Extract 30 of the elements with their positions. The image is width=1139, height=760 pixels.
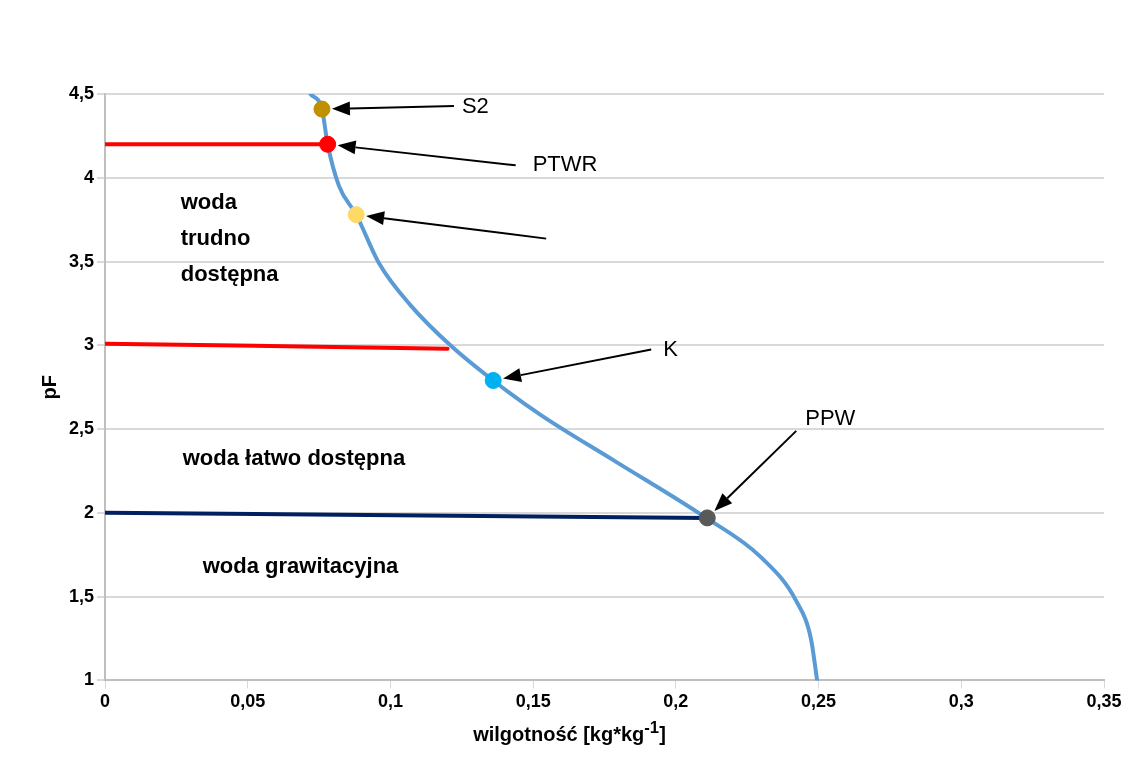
y-tick-label: 3,5 — [68, 250, 95, 271]
x-tick-label: 0,35 — [1086, 691, 1122, 712]
y-tick-label: 3 — [84, 334, 95, 355]
annotation: woda grawitacyjna — [201, 552, 400, 578]
y-tick-label: 4 — [84, 166, 95, 187]
annotation: S2 — [461, 93, 489, 119]
point — [319, 135, 337, 153]
x-tick-label: 0,1 — [377, 691, 403, 712]
y-tick-label: 4,5 — [68, 82, 95, 103]
x-tick-label: 0,2 — [663, 691, 689, 712]
x-axis-title: wilgotność [kg*kg$^{-1}$] — [472, 718, 667, 746]
annotation: K — [663, 335, 679, 361]
y-tick-label: 2 — [84, 501, 95, 522]
x-tick-label: 0,15 — [515, 691, 551, 712]
point — [347, 206, 365, 224]
annotation: woda łatwo dostępna — [181, 445, 406, 471]
x-tick-label: 0,05 — [230, 691, 266, 712]
x-tick-label: 0,3 — [948, 691, 974, 712]
y-tick-label: 2,5 — [68, 418, 95, 439]
y-tick-label: 1,5 — [68, 585, 95, 606]
x-tick-label: 0 — [100, 691, 111, 712]
annotation: woda trudno dostępna — [179, 188, 280, 286]
y-tick-label: 1 — [84, 669, 95, 690]
point — [484, 372, 502, 389]
annotation: PTWR — [532, 151, 598, 177]
x-tick-label: 0,25 — [801, 691, 837, 712]
point — [698, 509, 716, 527]
annotation: PPW — [805, 404, 856, 430]
y-axis-title: pF — [37, 374, 60, 400]
point — [313, 100, 331, 118]
